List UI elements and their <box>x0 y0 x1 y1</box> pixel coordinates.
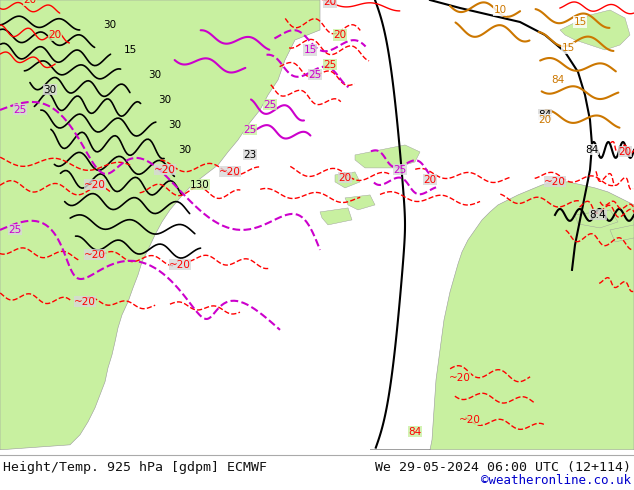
Text: 15: 15 <box>573 17 586 27</box>
Text: 25: 25 <box>8 225 22 235</box>
Polygon shape <box>0 0 320 450</box>
Text: 30: 30 <box>103 20 117 30</box>
Text: 20: 20 <box>339 173 352 183</box>
Text: 25: 25 <box>243 125 257 135</box>
Text: ~20: ~20 <box>219 167 241 177</box>
Text: 30: 30 <box>169 120 181 130</box>
Text: 130: 130 <box>190 180 210 190</box>
Text: 30: 30 <box>148 70 162 80</box>
Text: 20: 20 <box>424 175 437 185</box>
Text: ~20: ~20 <box>74 297 96 307</box>
Polygon shape <box>560 10 630 50</box>
Text: 84: 84 <box>408 427 422 437</box>
Text: 23: 23 <box>243 150 257 160</box>
Text: 20: 20 <box>48 30 61 40</box>
Text: ~20: ~20 <box>84 180 106 190</box>
Text: 20: 20 <box>333 30 347 40</box>
Text: Height/Temp. 925 hPa [gdpm] ECMWF: Height/Temp. 925 hPa [gdpm] ECMWF <box>3 462 267 474</box>
Text: 15: 15 <box>561 43 574 53</box>
Polygon shape <box>335 172 360 188</box>
Polygon shape <box>355 145 420 168</box>
Text: 30: 30 <box>178 145 191 155</box>
Text: 20: 20 <box>23 0 37 5</box>
Text: We 29-05-2024 06:00 UTC (12+114): We 29-05-2024 06:00 UTC (12+114) <box>375 462 631 474</box>
Text: 25: 25 <box>323 60 337 70</box>
Text: 84: 84 <box>552 75 565 85</box>
Text: 20: 20 <box>538 115 552 125</box>
Text: ~20: ~20 <box>544 177 566 187</box>
Polygon shape <box>320 208 352 225</box>
Text: ©weatheronline.co.uk: ©weatheronline.co.uk <box>481 474 631 487</box>
Polygon shape <box>610 225 634 242</box>
Text: 20: 20 <box>323 0 337 7</box>
Text: 15: 15 <box>124 45 136 55</box>
Text: ~20: ~20 <box>154 165 176 175</box>
Text: ~20: ~20 <box>84 250 106 260</box>
Text: 25: 25 <box>393 165 406 175</box>
Text: 84: 84 <box>585 145 598 155</box>
Text: 30: 30 <box>158 95 172 105</box>
Text: 15: 15 <box>304 45 316 55</box>
Text: 25: 25 <box>308 70 321 80</box>
Text: 84: 84 <box>538 110 552 120</box>
Text: ~20: ~20 <box>169 260 191 270</box>
Text: ~20: ~20 <box>459 415 481 425</box>
Text: ~20: ~20 <box>449 373 471 383</box>
Text: 20: 20 <box>618 147 631 157</box>
Text: 25: 25 <box>263 100 276 110</box>
Polygon shape <box>345 195 375 210</box>
Polygon shape <box>575 210 618 228</box>
Text: 10: 10 <box>493 5 507 15</box>
Text: 30: 30 <box>44 85 56 95</box>
Polygon shape <box>370 182 634 450</box>
Text: 8.4: 8.4 <box>590 210 606 220</box>
Text: 25: 25 <box>13 105 27 115</box>
